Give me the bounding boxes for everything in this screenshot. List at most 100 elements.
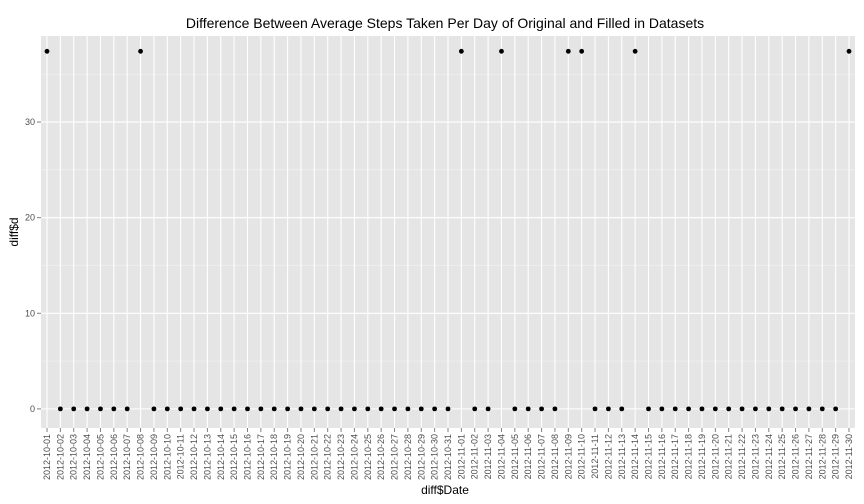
data-point	[164, 406, 170, 412]
data-point	[325, 406, 331, 412]
data-point	[231, 406, 237, 412]
x-tick-label: 2012-11-16	[657, 434, 667, 479]
chart-title: Difference Between Average Steps Taken P…	[186, 15, 704, 31]
data-point	[311, 406, 317, 412]
data-point	[619, 406, 625, 412]
data-point	[525, 406, 531, 412]
x-tick-label: 2012-10-29	[416, 434, 426, 480]
data-point	[44, 48, 50, 54]
y-axis: 0 10 20 30	[25, 117, 41, 414]
data-point	[258, 406, 264, 412]
x-tick-label: 2012-10-05	[95, 434, 105, 480]
x-tick-label: 2012-10-18	[269, 434, 279, 480]
data-point	[659, 406, 665, 412]
data-point	[405, 406, 411, 412]
data-point	[298, 406, 304, 412]
x-tick-label: 2012-10-03	[69, 434, 79, 480]
data-point	[124, 406, 130, 412]
x-tick-label: 2012-10-14	[216, 434, 226, 480]
data-point	[338, 406, 344, 412]
x-tick-label: 2012-11-23	[750, 434, 760, 479]
data-point	[846, 48, 852, 54]
x-tick-label: 2012-10-25	[363, 434, 373, 480]
x-tick-label: 2012-11-29	[831, 434, 841, 479]
x-tick-label: 2012-10-30	[430, 434, 440, 480]
x-tick-label: 2012-11-28	[817, 434, 827, 479]
x-tick-label: 2012-11-04	[496, 434, 506, 479]
data-point	[606, 406, 611, 412]
x-tick-label: 2012-10-17	[256, 434, 266, 480]
data-point	[432, 406, 438, 412]
data-point	[445, 406, 451, 412]
data-point	[793, 406, 798, 412]
data-point	[472, 406, 478, 412]
x-tick-label: 2012-11-09	[563, 434, 573, 479]
x-tick-label: 2012-10-26	[376, 434, 386, 480]
x-tick-label: 2012-11-27	[804, 434, 814, 479]
x-tick-label: 2012-10-08	[136, 434, 146, 480]
x-tick-label: 2012-10-09	[149, 434, 159, 480]
x-tick-label: 2012-10-19	[283, 434, 293, 480]
data-point	[151, 406, 157, 412]
data-points	[44, 48, 852, 412]
x-tick-label: 2012-11-19	[697, 434, 707, 479]
data-point	[819, 406, 825, 412]
data-point	[779, 406, 785, 412]
data-point	[285, 406, 290, 412]
x-tick-label: 2012-11-17	[670, 434, 680, 479]
data-point	[245, 406, 250, 412]
data-point	[632, 48, 638, 54]
x-tick-label: 2012-10-21	[309, 434, 319, 480]
y-tick-label: 20	[25, 213, 35, 223]
data-point	[205, 406, 210, 412]
x-tick-label: 2012-11-15	[644, 434, 654, 479]
x-tick-label: 2012-11-26	[791, 434, 801, 479]
x-tick-label: 2012-10-22	[323, 434, 333, 480]
x-tick-label: 2012-10-15	[229, 434, 239, 480]
x-tick-label: 2012-10-27	[390, 434, 400, 480]
x-tick-label: 2012-11-13	[617, 434, 627, 479]
x-tick-label: 2012-11-03	[483, 434, 493, 479]
x-tick-label: 2012-10-20	[296, 434, 306, 480]
x-tick-label: 2012-11-07	[537, 434, 547, 479]
x-tick-label: 2012-11-18	[684, 434, 694, 479]
data-point	[806, 406, 812, 412]
data-point	[712, 406, 718, 412]
x-tick-label: 2012-10-11	[176, 434, 186, 479]
data-point	[84, 406, 90, 412]
data-point	[592, 406, 598, 412]
y-tick-label: 30	[25, 117, 35, 127]
data-point	[579, 48, 585, 54]
x-tick-label: 2012-11-30	[844, 434, 854, 479]
data-point	[378, 406, 384, 412]
data-point	[392, 406, 397, 412]
data-point	[365, 406, 371, 412]
x-tick-label: 2012-10-12	[189, 434, 199, 480]
x-tick-label: 2012-10-06	[109, 434, 119, 480]
data-point	[552, 406, 558, 412]
data-point	[138, 48, 143, 54]
data-point	[499, 48, 504, 54]
x-tick-label: 2012-11-20	[710, 434, 720, 479]
y-tick-label: 0	[30, 404, 35, 414]
x-tick-label: 2012-10-01	[42, 434, 52, 480]
x-tick-label: 2012-11-06	[523, 434, 533, 479]
x-tick-label: 2012-11-14	[630, 434, 640, 479]
x-tick-label: 2012-10-23	[336, 434, 346, 480]
x-tick-label: 2012-10-16	[243, 434, 253, 480]
x-tick-label: 2012-11-10	[577, 434, 587, 479]
x-tick-label: 2012-11-05	[510, 434, 520, 479]
x-tick-label: 2012-11-22	[737, 434, 747, 479]
x-tick-label: 2012-11-25	[777, 434, 787, 479]
data-point	[271, 406, 277, 412]
x-tick-label: 2012-10-07	[122, 434, 132, 480]
x-tick-label: 2012-10-04	[82, 434, 92, 480]
data-point	[178, 406, 184, 412]
x-tick-label: 2012-11-24	[764, 434, 774, 479]
data-point	[646, 406, 651, 412]
data-point	[218, 406, 224, 412]
x-tick-label: 2012-11-21	[724, 434, 734, 479]
x-tick-label: 2012-11-02	[470, 434, 480, 479]
data-point	[485, 406, 491, 412]
x-axis-title: diff$Date	[421, 483, 469, 497]
